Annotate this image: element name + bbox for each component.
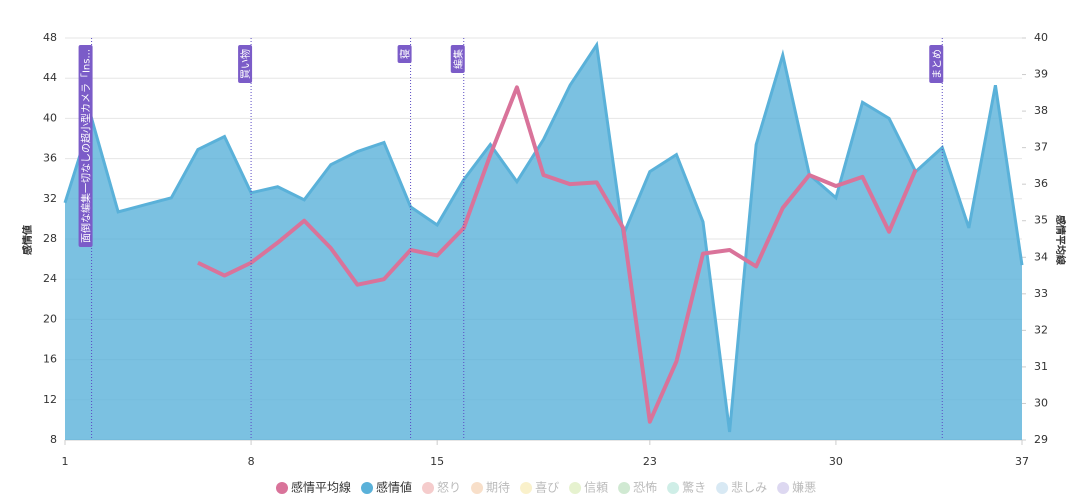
annotation-label: まとめ [929,45,944,83]
legend-swatch [777,482,790,494]
legend-label: 信頼 [584,481,608,495]
legend-label: 恐怖 [633,480,657,495]
y2-tick-label: 34 [1034,250,1048,263]
legend-swatch [361,482,374,494]
legend-label: 嫌悪 [792,481,816,495]
y-tick-label: 20 [43,312,57,325]
legend-swatch [422,482,435,494]
area-edge [63,40,1024,433]
y-tick-label: 16 [43,353,57,366]
y-tick-label: 24 [43,272,57,285]
y2-tick-label: 30 [1034,396,1048,409]
annotation-label: 買い物 [238,45,253,83]
legend-swatch [618,482,631,494]
legend-label: 怒り [437,480,461,495]
annotation-box [929,45,944,83]
y-tick-label: 48 [43,31,57,44]
y-tick-label: 12 [43,393,57,406]
annotation-label: 寝 [397,45,412,63]
annotation-text: 面倒な編集一切なしの超小型カメラ「Ins... [80,49,93,243]
legend-label: 悲しみ [731,480,767,495]
annotation-text: まとめ [931,49,943,79]
y-axis-title: 感情値 [21,225,34,255]
annotation-box [450,45,465,73]
y2-axis-title: 感情平均線 [1054,215,1067,265]
y2-tick-label: 32 [1034,323,1048,336]
x-tick-label: 1 [62,455,69,468]
y2-tick-label: 36 [1034,177,1048,190]
y2-tick-label: 29 [1034,433,1048,446]
annotation-box [78,45,93,248]
y-tick-label: 44 [43,71,57,84]
annotation-box [238,45,253,83]
y-tick-label: 32 [43,192,57,205]
legend-label: 感情値 [376,480,412,495]
y2-tick-label: 37 [1034,141,1048,154]
legend-swatch [276,482,288,494]
x-tick-label: 37 [1015,455,1029,468]
legend-label: 喜び [535,481,559,495]
y-tick-label: 36 [43,152,57,165]
x-tick-label: 15 [430,455,444,468]
x-tick-label: 30 [829,455,843,468]
y2-tick-label: 39 [1034,68,1048,81]
legend-swatch [471,482,484,494]
y-tick-label: 28 [43,232,57,245]
y-tick-label: 8 [50,433,57,446]
y2-tick-label: 35 [1034,214,1048,227]
y2-tick-label: 38 [1034,104,1048,117]
annotation-text: 編集 [452,49,465,69]
annotation-label: 面倒な編集一切なしの超小型カメラ「Ins... [78,45,93,248]
annotation-text: 買い物 [239,49,252,79]
annotation-label: 編集 [450,45,465,73]
y-tick-label: 40 [43,111,57,124]
x-tick-label: 8 [248,455,255,468]
x-tick-label: 23 [643,455,657,468]
annotation-box [397,45,412,63]
y2-tick-label: 40 [1034,31,1048,44]
y2-tick-label: 31 [1034,360,1048,373]
legend-swatch [520,482,533,494]
legend-swatch [716,482,729,494]
legend-swatch [569,482,582,494]
legend-label: 感情平均線 [291,480,351,495]
legend-label: 期待 [486,481,510,495]
legend-swatch [667,482,680,494]
annotation-text: 寝 [399,49,412,59]
y2-tick-label: 33 [1034,287,1048,300]
line [197,85,918,424]
area [65,45,1022,440]
legend-label: 驚き [682,480,706,495]
